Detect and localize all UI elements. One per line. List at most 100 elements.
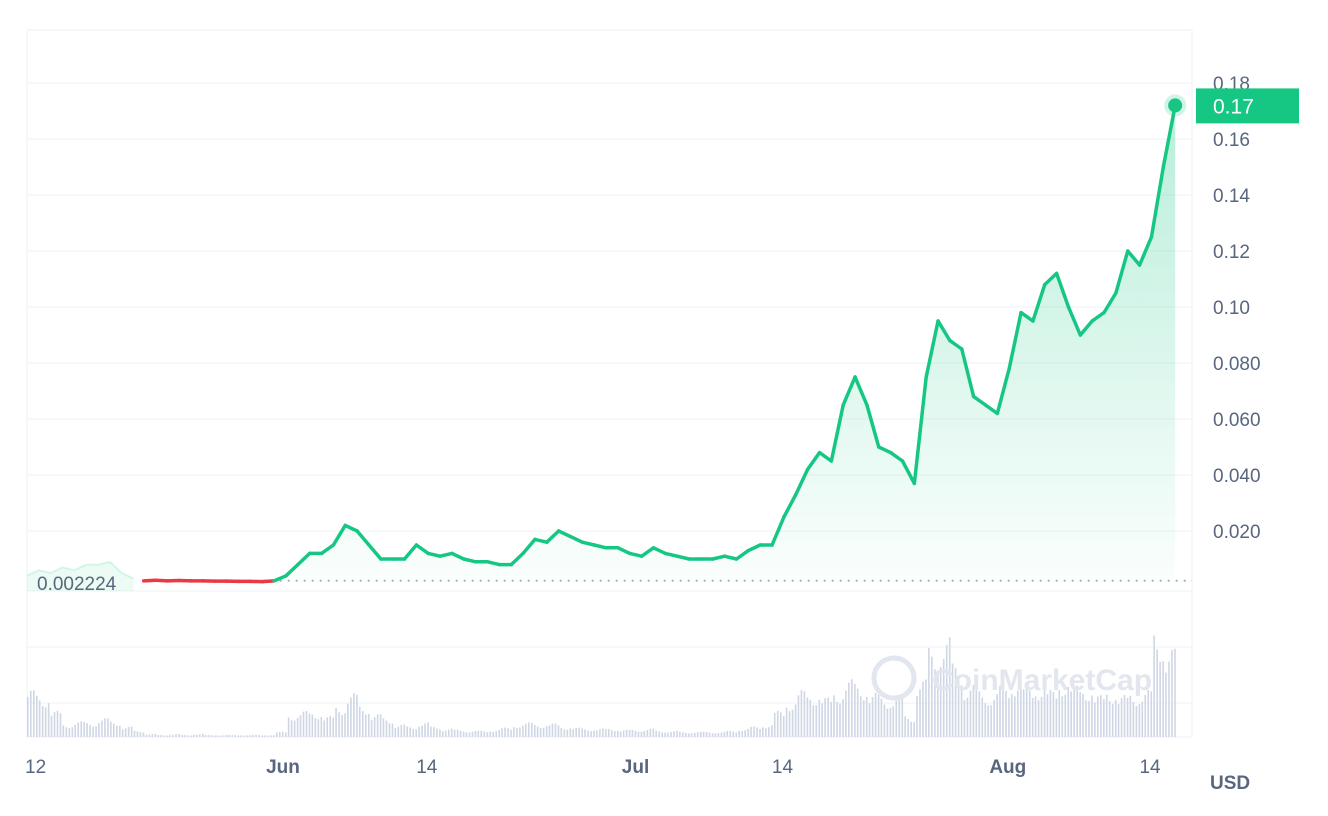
volume-bar (151, 734, 154, 737)
price-segment (426, 551, 442, 558)
volume-bar (1094, 702, 1096, 737)
volume-bar (495, 731, 497, 737)
volume-bar (762, 727, 764, 737)
price-segment (402, 543, 419, 561)
volume-bar (768, 727, 770, 737)
volume-bar (53, 712, 56, 737)
volume-bar (880, 698, 883, 737)
volume-bar (738, 730, 740, 737)
volume-bar (803, 691, 806, 737)
volume-bar (619, 731, 622, 737)
volume-bar (566, 729, 569, 737)
volume-bar (602, 728, 604, 737)
price-segment (284, 562, 300, 578)
watermark-text: CoinMarketCap (932, 664, 1152, 697)
volume-bar (1073, 685, 1075, 737)
volume-bar (1162, 661, 1164, 737)
volume-bar (184, 734, 186, 737)
volume-bar (545, 726, 548, 737)
volume-bar (332, 717, 334, 737)
volume-bar (895, 700, 898, 737)
volume-bar (851, 679, 853, 737)
price-area-fill (143, 105, 1176, 582)
volume-bar (1088, 701, 1090, 737)
volume-bar (830, 701, 832, 737)
volume-bar (86, 723, 88, 737)
volume-bar (273, 735, 275, 737)
volume-bar (610, 730, 613, 737)
price-segment (722, 554, 739, 561)
volume-bar (302, 711, 305, 737)
volume-bar (972, 684, 975, 737)
volume-bar (1159, 661, 1161, 737)
volume-bar (243, 735, 246, 737)
volume-bar (317, 719, 320, 737)
price-segment (639, 546, 656, 558)
volume-bar (314, 718, 317, 737)
volume-bar (975, 690, 978, 737)
volume-bar (74, 724, 77, 737)
x-tick-label: 14 (772, 757, 794, 778)
volume-bar (744, 730, 746, 737)
volume-bar (1046, 694, 1049, 737)
volume-bar (225, 735, 228, 737)
volume-bar (874, 693, 877, 737)
volume-bar (1014, 696, 1016, 737)
volume-bar (966, 697, 969, 737)
volume-bar (842, 699, 844, 737)
volume-bar (453, 729, 456, 737)
volume-bar (605, 729, 607, 737)
volume-bar (187, 735, 189, 737)
volume-bar (112, 723, 115, 737)
volume-bar (904, 716, 906, 737)
volume-bar (613, 731, 616, 737)
volume-bar (590, 731, 592, 737)
price-segment (1031, 282, 1047, 323)
price-segment (1007, 310, 1023, 371)
y-tick-label: 0.040 (1213, 466, 1261, 487)
volume-bar (249, 735, 252, 737)
price-segment (1114, 249, 1130, 295)
volume-bar (981, 697, 984, 737)
volume-bar (865, 697, 868, 737)
price-segment (794, 467, 810, 497)
volume-bar (673, 731, 675, 737)
volume-bar (806, 697, 809, 737)
volume-bar (987, 705, 989, 737)
volume-bar (77, 722, 80, 737)
unit-label: USD (1210, 773, 1250, 794)
volume-bar (98, 723, 100, 737)
price-segment (414, 543, 430, 556)
volume-bar (418, 726, 420, 737)
volume-bar (599, 729, 601, 737)
volume-bar (747, 728, 749, 737)
volume-bar (542, 727, 545, 737)
price-segment (462, 557, 478, 564)
volume-bar (708, 732, 711, 737)
volume-bar (492, 731, 494, 737)
volume-bar (925, 679, 927, 737)
volume-bar (859, 696, 862, 737)
volume-bar (821, 703, 823, 737)
volume-bar (364, 714, 367, 737)
volume-bar (424, 723, 426, 737)
context-area (27, 561, 134, 591)
volume-bar (788, 711, 791, 737)
price-segment (805, 450, 822, 472)
volume-bar (104, 718, 106, 737)
volume-bar (954, 668, 957, 737)
volume-bar (539, 728, 542, 737)
volume-bar (522, 725, 524, 737)
volume-bar (996, 694, 998, 737)
volume-bar (278, 731, 281, 737)
volume-bar (356, 694, 358, 737)
price-segment (1043, 271, 1059, 287)
volume-bar (1153, 635, 1155, 737)
volume-bar (421, 725, 423, 737)
volume-bars (27, 635, 1176, 737)
volume-bar (379, 714, 382, 737)
price-segment (711, 554, 727, 561)
volume-bar (305, 710, 308, 737)
price-segment (1102, 291, 1118, 315)
volume-bar (1020, 682, 1022, 737)
